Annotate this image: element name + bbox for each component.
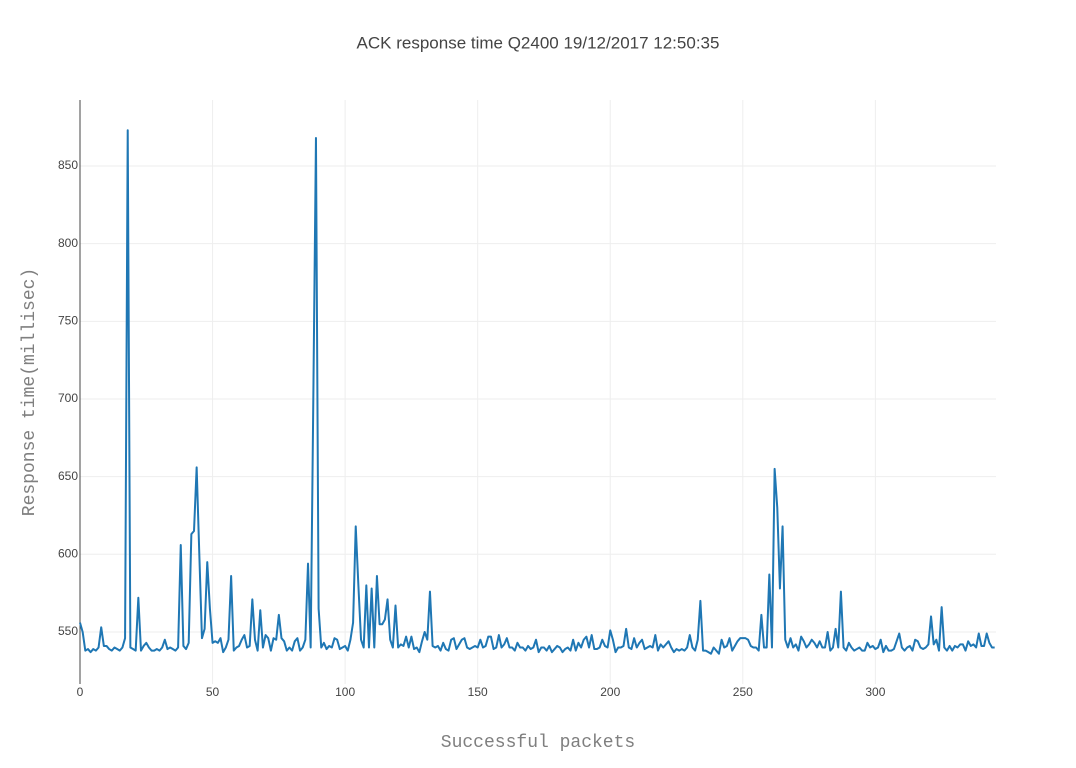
y-tick-label: 650 — [58, 469, 78, 483]
y-tick-label: 550 — [58, 624, 78, 638]
x-axis-title: Successful packets — [441, 733, 635, 753]
x-tick-label: 200 — [600, 685, 620, 699]
y-tick-label: 600 — [58, 546, 78, 560]
data-line — [79, 129, 995, 655]
x-tick-label: 100 — [335, 685, 355, 699]
chart-title: ACK response time Q2400 19/12/2017 12:50… — [357, 33, 720, 52]
x-tick-label: 50 — [206, 685, 220, 699]
y-tick-label: 700 — [58, 391, 78, 405]
y-tick-label: 750 — [58, 314, 78, 328]
x-tick-label: 300 — [865, 685, 885, 699]
y-axis-title: Response time(millisec) — [20, 268, 40, 516]
x-tick-label: 150 — [468, 685, 488, 699]
y-tick-label: 800 — [58, 236, 78, 250]
y-tick-label: 850 — [58, 158, 78, 172]
x-tick-label: 0 — [77, 685, 84, 699]
x-tick-label: 250 — [733, 685, 753, 699]
